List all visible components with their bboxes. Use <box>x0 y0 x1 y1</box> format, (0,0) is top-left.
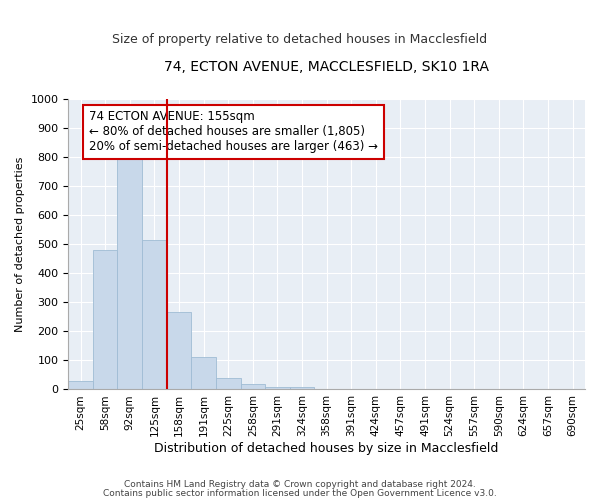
Bar <box>142 240 167 390</box>
Text: Contains public sector information licensed under the Open Government Licence v3: Contains public sector information licen… <box>103 488 497 498</box>
X-axis label: Distribution of detached houses by size in Macclesfield: Distribution of detached houses by size … <box>154 442 499 455</box>
Bar <box>68 380 93 390</box>
Text: 74 ECTON AVENUE: 155sqm
← 80% of detached houses are smaller (1,805)
20% of semi: 74 ECTON AVENUE: 155sqm ← 80% of detache… <box>89 110 378 154</box>
Bar <box>93 250 118 390</box>
Bar <box>191 358 216 390</box>
Bar <box>167 312 191 390</box>
Bar <box>216 378 241 390</box>
Text: Size of property relative to detached houses in Macclesfield: Size of property relative to detached ho… <box>112 32 488 46</box>
Y-axis label: Number of detached properties: Number of detached properties <box>15 156 25 332</box>
Bar <box>265 386 290 390</box>
Text: Contains HM Land Registry data © Crown copyright and database right 2024.: Contains HM Land Registry data © Crown c… <box>124 480 476 489</box>
Bar <box>290 386 314 390</box>
Bar <box>241 384 265 390</box>
Title: 74, ECTON AVENUE, MACCLESFIELD, SK10 1RA: 74, ECTON AVENUE, MACCLESFIELD, SK10 1RA <box>164 60 489 74</box>
Bar <box>118 151 142 390</box>
